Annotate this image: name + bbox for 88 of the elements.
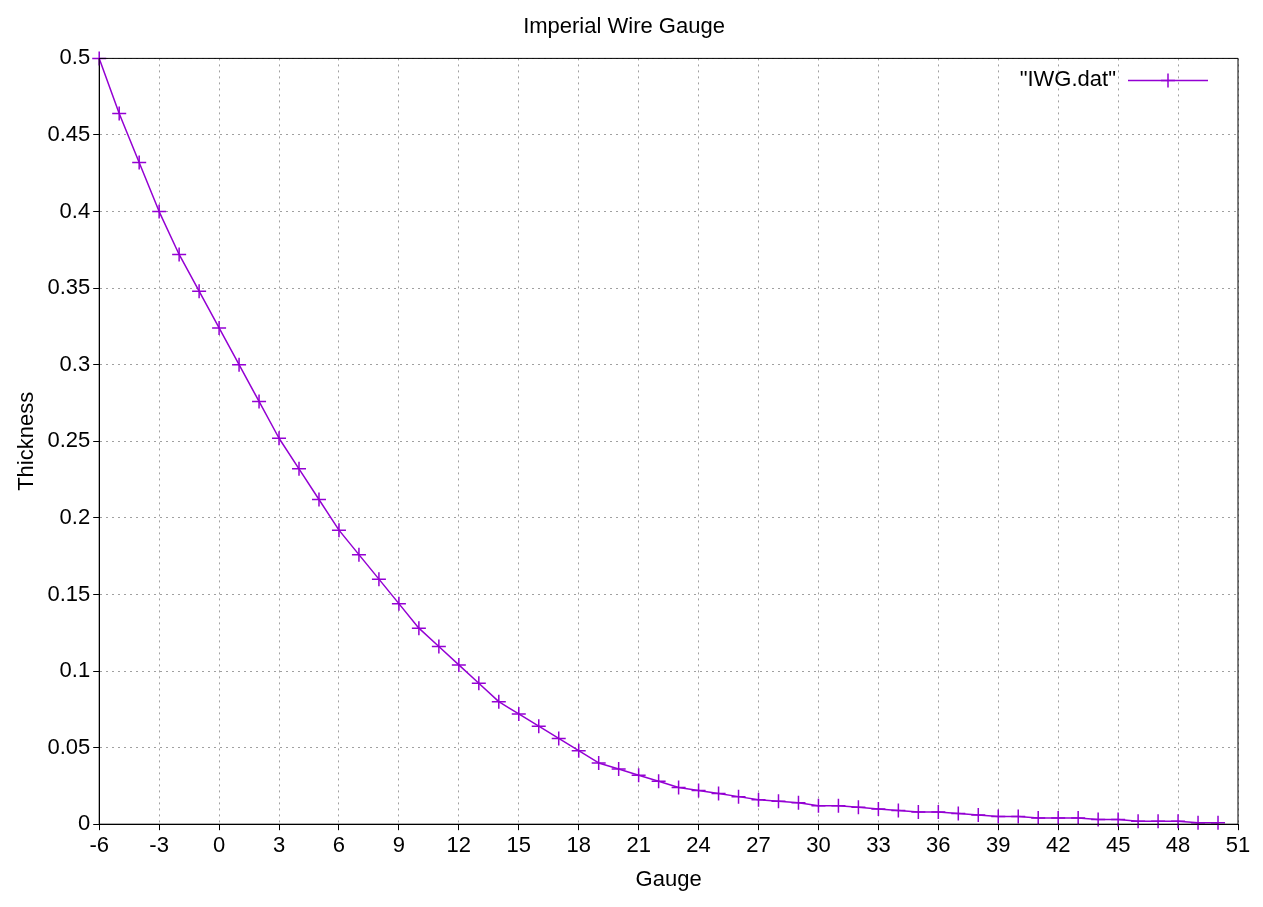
x-axis-title: Gauge xyxy=(635,865,702,891)
point xyxy=(1010,808,1026,825)
point xyxy=(371,571,387,587)
y-tick-label: 0.4 xyxy=(59,197,91,223)
point xyxy=(331,522,347,538)
point xyxy=(570,742,587,759)
x-tick-label: 0 xyxy=(212,832,226,858)
x-tick-label: 45 xyxy=(1105,832,1131,858)
point xyxy=(411,620,427,636)
x-tick-label: -3 xyxy=(149,832,169,858)
x-tick-label: 9 xyxy=(392,832,406,858)
x-tick-label: 24 xyxy=(686,832,711,858)
point xyxy=(311,491,327,508)
point xyxy=(251,393,267,410)
x-tick-label: 48 xyxy=(1165,832,1191,858)
x-tick-label: 36 xyxy=(926,832,951,858)
point xyxy=(970,807,987,823)
y-tick-label: 0.35 xyxy=(47,274,91,300)
x-tick-label: 21 xyxy=(626,832,651,858)
point xyxy=(930,804,947,820)
point xyxy=(531,718,547,734)
point xyxy=(610,761,627,777)
point xyxy=(451,657,467,673)
y-tick-label: 0.15 xyxy=(47,580,91,606)
point xyxy=(191,283,207,299)
point xyxy=(231,356,247,373)
point xyxy=(870,801,887,817)
x-tick-label: 18 xyxy=(566,832,591,858)
point xyxy=(990,808,1007,825)
point xyxy=(1110,811,1126,828)
x-tick-label: 39 xyxy=(986,832,1011,858)
point xyxy=(690,782,707,799)
x-tick-label: 33 xyxy=(866,832,891,858)
x-tick-label: 15 xyxy=(506,832,532,858)
y-axis-title: Thickness xyxy=(13,391,39,491)
y-tick-label: 0.1 xyxy=(59,657,91,683)
point xyxy=(890,802,907,819)
point xyxy=(1130,813,1146,829)
x-tick-label: 30 xyxy=(806,832,831,858)
x-tick-label: 12 xyxy=(446,832,472,858)
point xyxy=(1210,814,1226,831)
y-tick-label: 0.25 xyxy=(47,427,91,453)
point xyxy=(770,793,787,809)
point xyxy=(650,773,667,790)
point xyxy=(1090,811,1106,828)
point xyxy=(730,788,747,805)
point xyxy=(271,430,287,446)
point xyxy=(351,546,367,563)
x-tick-label: 42 xyxy=(1045,832,1071,858)
point xyxy=(910,804,927,820)
point xyxy=(111,105,127,122)
chart-title: Imperial Wire Gauge xyxy=(523,13,725,39)
x-tick-label: 6 xyxy=(332,832,346,858)
y-tick-label: 0.05 xyxy=(47,733,91,759)
point xyxy=(431,638,447,655)
y-tick-label: 0.3 xyxy=(59,350,91,376)
point xyxy=(491,693,507,710)
point xyxy=(790,795,807,811)
point xyxy=(151,203,167,220)
point xyxy=(471,675,487,692)
point xyxy=(511,706,527,722)
point xyxy=(750,791,767,808)
point xyxy=(171,246,187,263)
y-tick-label: 0.2 xyxy=(59,503,91,529)
point xyxy=(630,767,647,783)
point xyxy=(291,461,307,477)
point xyxy=(810,798,827,814)
point xyxy=(1070,810,1086,826)
point xyxy=(950,805,967,822)
point xyxy=(391,595,407,612)
point xyxy=(131,154,147,171)
point xyxy=(211,320,227,336)
legend-label: "IWG.dat" xyxy=(1019,66,1116,92)
x-tick-label: 3 xyxy=(272,832,286,858)
point xyxy=(830,798,847,814)
y-tick-label: 0.5 xyxy=(59,44,91,70)
point xyxy=(1050,810,1066,826)
x-tick-label: 27 xyxy=(746,832,771,858)
y-tick-label: 0.45 xyxy=(47,121,91,147)
point xyxy=(850,799,867,816)
x-tick-label: 51 xyxy=(1225,832,1251,858)
point xyxy=(550,730,567,747)
point xyxy=(590,755,607,771)
point xyxy=(670,779,687,796)
point xyxy=(1030,810,1046,826)
y-tick-label: 0 xyxy=(77,810,91,836)
point xyxy=(710,785,727,802)
x-tick-label: -6 xyxy=(89,832,109,858)
